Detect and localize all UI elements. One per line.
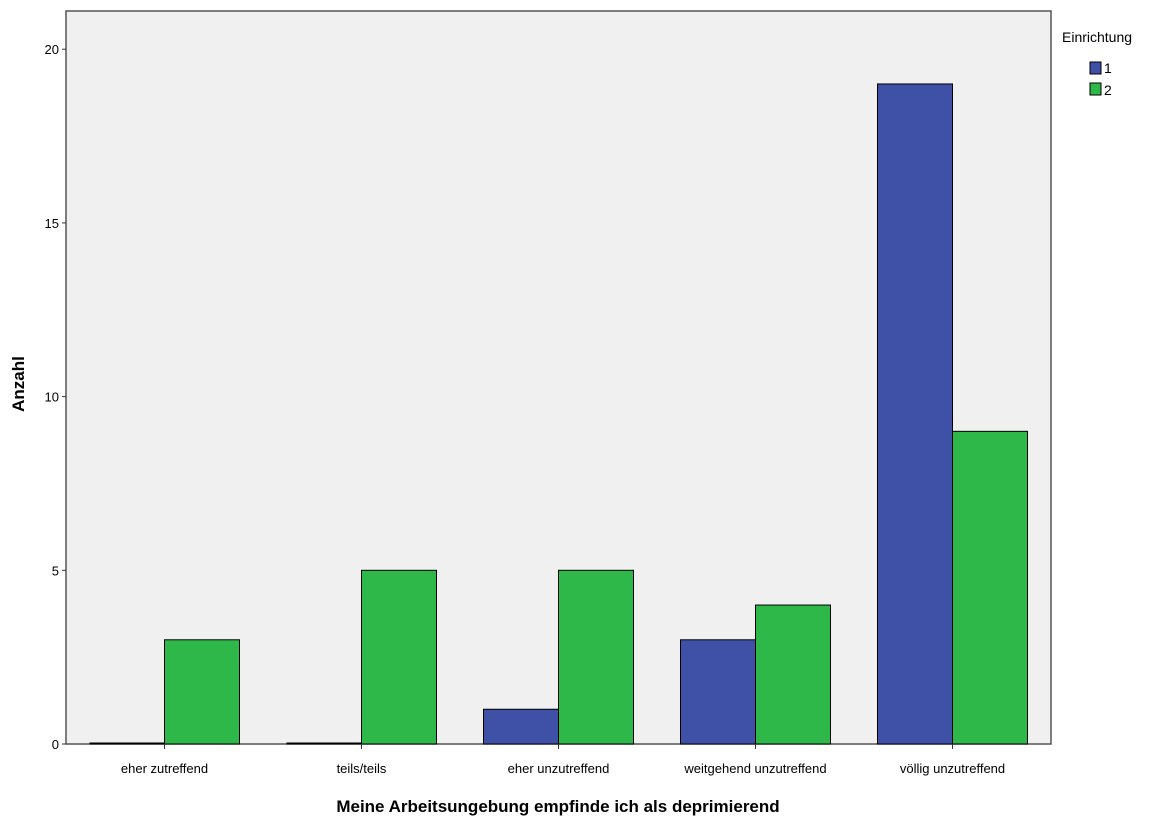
- y-tick-label: 15: [45, 216, 59, 231]
- bar-1-3: [680, 639, 756, 745]
- bars-group: [89, 83, 1028, 745]
- bar-2-0: [164, 639, 240, 745]
- y-tick-label: 5: [52, 563, 59, 578]
- bar-1-4: [877, 83, 953, 745]
- legend-swatch-2: [1089, 82, 1102, 96]
- x-axis-title: Meine Arbeitsungebung empfinde ich als d…: [336, 797, 779, 816]
- x-tick-label: weitgehend unzutreffend: [683, 761, 826, 776]
- x-tick-label: eher zutreffend: [121, 761, 208, 776]
- y-tick-label: 20: [45, 42, 59, 57]
- x-tick-label: eher unzutreffend: [508, 761, 610, 776]
- x-tick-label: völlig unzutreffend: [900, 761, 1005, 776]
- y-tick-label: 0: [52, 737, 59, 752]
- bar-2-2: [558, 569, 634, 745]
- bar-2-3: [755, 604, 831, 745]
- legend: Einrichtung 1 2: [1062, 29, 1132, 98]
- bar-1-2: [483, 708, 559, 745]
- bar-2-1: [361, 569, 437, 745]
- axes-group: 0 5 10 15 20 eher zutreffend teils/teils eher u…: [45, 42, 1006, 776]
- y-axis-title: Anzahl: [9, 356, 28, 412]
- bar-2-4: [952, 430, 1028, 745]
- y-tick-label: 10: [45, 390, 59, 405]
- legend-label-1: 1: [1104, 60, 1112, 76]
- x-tick-label: teils/teils: [337, 761, 387, 776]
- legend-swatch-1: [1089, 61, 1102, 75]
- legend-label-2: 2: [1104, 82, 1112, 98]
- legend-title: Einrichtung: [1062, 29, 1132, 45]
